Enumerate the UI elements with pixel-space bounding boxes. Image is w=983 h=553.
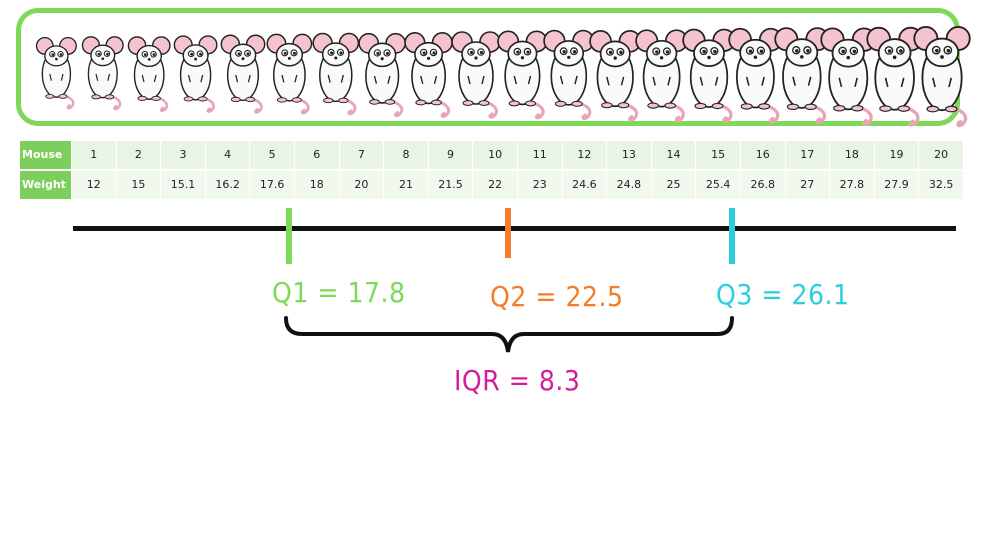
- mouse-icon: [266, 33, 313, 115]
- mouse-icon: [35, 37, 77, 110]
- weight-cell: 15: [116, 171, 162, 199]
- mouse-id-cell: 5: [250, 141, 295, 169]
- mouse-id-cell: 16: [740, 141, 786, 169]
- mouse-icon: [820, 27, 877, 126]
- mouse-id-cell: 20: [919, 141, 964, 169]
- weight-cell: 12: [72, 171, 117, 199]
- q2-label: Q2 = 22.5: [490, 280, 624, 313]
- weight-cell: 15.1: [161, 171, 206, 199]
- mouse-icon: [174, 35, 218, 113]
- mouse-id-cell: 4: [205, 141, 251, 169]
- weight-cell: 27: [785, 171, 831, 199]
- mouse-icon: [774, 27, 830, 125]
- weight-cell: 24.6: [562, 171, 608, 199]
- mouse-id-cell: 6: [294, 141, 340, 169]
- weight-cell: 26.8: [740, 171, 786, 199]
- weight-cell: 25.4: [696, 171, 741, 199]
- mouse-id-cell: 11: [517, 141, 563, 169]
- mouse-id-cell: 9: [428, 141, 474, 169]
- weight-cell: 24.8: [607, 171, 652, 199]
- mouse-icon: [127, 35, 171, 112]
- weight-cell: 32.5: [919, 171, 964, 199]
- mouse-id-cell: 3: [161, 141, 206, 169]
- weight-cell: 17.6: [250, 171, 295, 199]
- weight-cell: 27.8: [830, 171, 875, 199]
- mouse-icon: [450, 31, 501, 119]
- weight-cell: 23: [517, 171, 563, 199]
- mouse-id-cell: 7: [339, 141, 385, 169]
- weight-cell: 22: [473, 171, 518, 199]
- mouse-icon: [81, 36, 124, 111]
- iqr-brace: [284, 316, 734, 353]
- mouse-icon: [404, 31, 454, 118]
- weight-cell: 25: [651, 171, 697, 199]
- weight-cell: 27.9: [874, 171, 920, 199]
- mouse-icon: [543, 30, 595, 121]
- q1-marker: [286, 208, 292, 264]
- mouse-icon: [220, 34, 266, 114]
- mouse-icon: [497, 30, 548, 120]
- mouse-id-row: Mouse 1 2 3 4 5 6 7 8 9 10 11 12 13 14 15 16 17 18 19 20: [20, 141, 964, 169]
- q3-marker: [729, 208, 735, 264]
- mouse-id-cell: 14: [651, 141, 697, 169]
- weight-cell: 21: [384, 171, 429, 199]
- q3-label: Q3 = 26.1: [716, 278, 850, 311]
- mouse-icon: [681, 28, 736, 123]
- mouse-id-cell: 19: [874, 141, 920, 169]
- weight-cell: 16.2: [205, 171, 251, 199]
- mouse-id-cell: 18: [830, 141, 875, 169]
- mouse-icon: [589, 29, 642, 122]
- mouse-row-header: Mouse: [20, 141, 72, 169]
- mouse-id-cell: 8: [384, 141, 429, 169]
- q1-label: Q1 = 17.8: [272, 276, 406, 309]
- weight-row: Weight (g) 12 15 15.1 16.2 17.6 18 20 21 21.5 22 2…: [20, 171, 964, 219]
- mouse-id-cell: 13: [607, 141, 652, 169]
- weight-row-header: Weight (g): [20, 171, 72, 219]
- mouse-icon: [912, 26, 971, 128]
- weight-cell: 21.5: [428, 171, 474, 199]
- mouse-id-cell: 1: [72, 141, 117, 169]
- mouse-icon: [866, 26, 924, 127]
- weight-cell: 20: [339, 171, 385, 199]
- mouse-id-cell: 12: [562, 141, 608, 169]
- iqr-label: IQR = 8.3: [454, 364, 581, 397]
- mouse-icon: [635, 29, 689, 123]
- mouse-id-cell: 2: [116, 141, 162, 169]
- number-line: [73, 226, 956, 231]
- mouse-id-cell: 10: [473, 141, 518, 169]
- mouse-icon: [358, 32, 407, 117]
- mouse-id-cell: 15: [696, 141, 741, 169]
- weight-cell: 18: [294, 171, 340, 199]
- mouse-id-cell: 17: [785, 141, 831, 169]
- q2-marker: [505, 208, 511, 258]
- mouse-icon: [312, 33, 360, 116]
